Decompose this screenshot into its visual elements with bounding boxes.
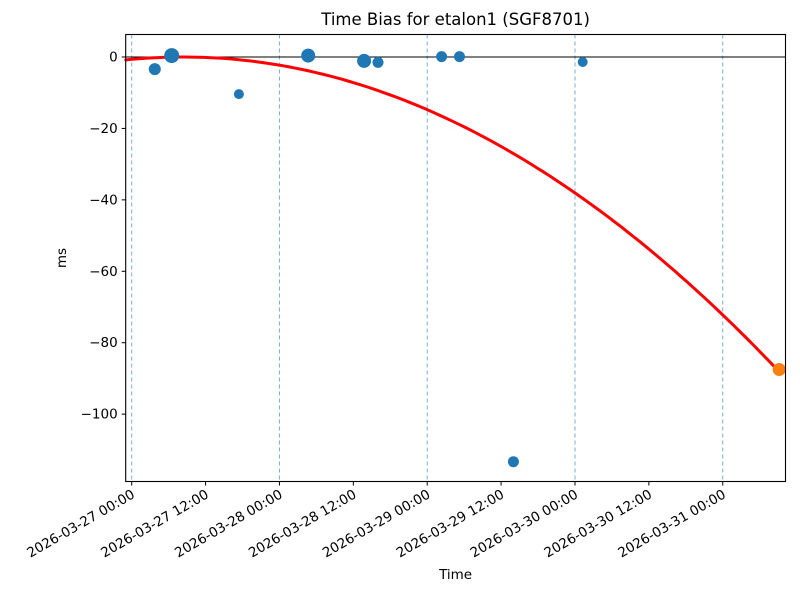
- data-point: [357, 53, 372, 68]
- data-point: [372, 56, 384, 68]
- x-axis-label: Time: [438, 567, 472, 583]
- data-point: [772, 363, 786, 376]
- data-point: [454, 51, 465, 63]
- y-tick-label: −100: [81, 407, 118, 423]
- plot-border: [125, 33, 787, 483]
- data-point: [148, 63, 161, 76]
- y-axis-label: ms: [54, 248, 70, 268]
- data-point: [577, 57, 588, 67]
- data-point: [233, 89, 244, 100]
- fit-curve: [124, 55, 781, 373]
- y-tick-label: −20: [89, 121, 118, 137]
- data-point: [164, 48, 180, 64]
- chart-title: Time Bias for etalon1 (SGF8701): [320, 10, 590, 29]
- y-tick-label: −40: [89, 192, 118, 208]
- data-point: [301, 48, 316, 63]
- y-tick-label: −60: [89, 264, 118, 280]
- data-point: [507, 456, 519, 468]
- data-point: [436, 51, 448, 63]
- y-tick-label: −80: [89, 335, 118, 351]
- y-tick-label: 0: [109, 50, 118, 66]
